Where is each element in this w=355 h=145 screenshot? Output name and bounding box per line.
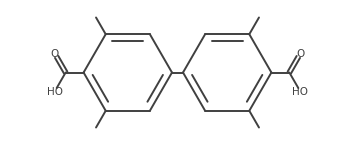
Text: HO: HO [47, 87, 62, 97]
Text: HO: HO [293, 87, 308, 97]
Text: O: O [296, 49, 304, 59]
Text: O: O [51, 49, 59, 59]
